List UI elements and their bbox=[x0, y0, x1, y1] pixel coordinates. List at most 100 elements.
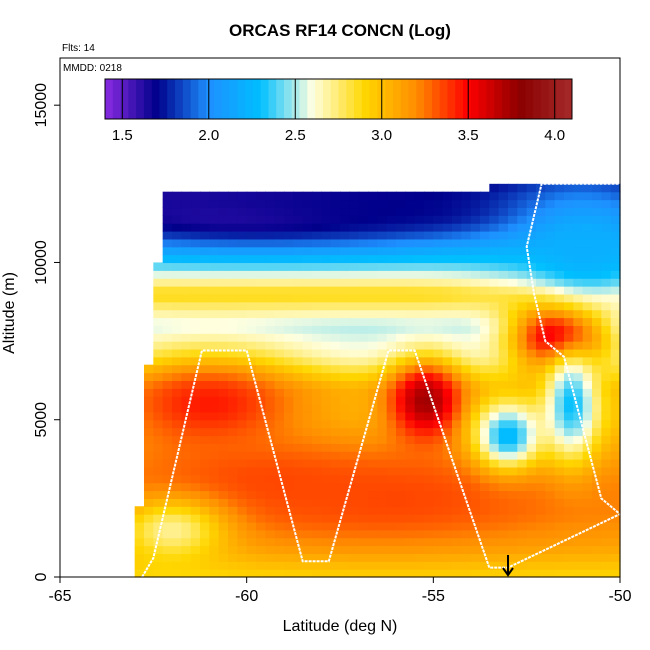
heatmap-cell bbox=[274, 372, 285, 382]
heatmap-cell bbox=[340, 529, 350, 539]
heatmap-cell bbox=[433, 215, 444, 224]
heatmap-cell bbox=[330, 254, 341, 264]
heatmap-cell bbox=[452, 545, 462, 555]
heatmap-cell bbox=[554, 238, 565, 248]
heatmap-cell bbox=[498, 466, 509, 476]
heatmap-cell bbox=[414, 482, 425, 492]
heatmap-cell bbox=[405, 301, 416, 311]
heatmap-cell bbox=[172, 490, 182, 499]
heatmap-cell bbox=[377, 443, 388, 452]
heatmap-cell bbox=[340, 309, 350, 319]
heatmap-cell bbox=[517, 325, 528, 334]
heatmap-cell bbox=[386, 231, 397, 240]
heatmap-cell bbox=[610, 238, 621, 248]
heatmap-cell bbox=[368, 262, 378, 271]
heatmap-cell bbox=[517, 427, 528, 437]
heatmap-cell bbox=[498, 514, 509, 523]
heatmap-cell bbox=[321, 443, 332, 452]
heatmap-cell bbox=[302, 537, 313, 547]
heatmap-cell bbox=[256, 506, 266, 515]
heatmap-cell bbox=[200, 498, 210, 507]
heatmap-cell bbox=[414, 341, 425, 350]
heatmap-cell bbox=[293, 459, 304, 468]
heatmap-cell bbox=[396, 301, 406, 311]
heatmap-cell bbox=[162, 419, 173, 429]
heatmap-cell bbox=[461, 561, 472, 570]
heatmap-cell bbox=[592, 215, 602, 224]
heatmap-cell bbox=[396, 411, 406, 421]
heatmap-cell bbox=[321, 466, 332, 476]
heatmap-cell bbox=[498, 561, 509, 570]
heatmap-cell bbox=[162, 411, 173, 421]
heatmap-cell bbox=[162, 309, 173, 319]
heatmap-cell bbox=[610, 317, 621, 326]
heatmap-cell bbox=[377, 356, 388, 366]
heatmap-cell bbox=[461, 246, 472, 256]
heatmap-cell bbox=[424, 553, 434, 562]
heatmap-cell bbox=[452, 529, 462, 539]
heatmap-cell bbox=[274, 459, 285, 468]
x-tick-label: -55 bbox=[422, 588, 445, 605]
heatmap-cell bbox=[517, 388, 528, 397]
heatmap-cell bbox=[368, 506, 378, 515]
heatmap-cell bbox=[190, 254, 201, 264]
heatmap-cell bbox=[480, 490, 490, 499]
heatmap-cell bbox=[358, 207, 369, 216]
heatmap-cell bbox=[284, 246, 294, 256]
heatmap-cell bbox=[144, 537, 154, 547]
heatmap-cell bbox=[386, 317, 397, 326]
y-tick-label: 5000 bbox=[33, 402, 50, 438]
heatmap-cell bbox=[218, 474, 229, 484]
heatmap-cell bbox=[153, 388, 164, 397]
heatmap-cell bbox=[228, 207, 238, 216]
heatmap-cell bbox=[582, 183, 593, 193]
heatmap-cell bbox=[405, 451, 416, 460]
heatmap-cell bbox=[181, 262, 192, 271]
heatmap-cell bbox=[396, 348, 406, 358]
x-tick-label: -60 bbox=[235, 588, 258, 605]
heatmap-cell bbox=[330, 569, 341, 578]
heatmap-cell bbox=[592, 380, 602, 389]
heatmap-cell bbox=[200, 545, 210, 555]
colorbar-tick-label: 1.5 bbox=[112, 127, 133, 144]
heatmap-cell bbox=[293, 223, 304, 232]
heatmap-cell bbox=[545, 411, 556, 421]
heatmap-cell bbox=[601, 419, 612, 429]
heatmap-cell bbox=[554, 380, 565, 389]
heatmap-cell bbox=[386, 474, 397, 484]
heatmap-cell bbox=[508, 317, 518, 326]
heatmap-cell bbox=[321, 451, 332, 460]
heatmap-cell bbox=[610, 529, 621, 539]
colorbar-segment bbox=[128, 79, 137, 119]
heatmap-cell bbox=[181, 254, 192, 264]
heatmap-cell bbox=[470, 380, 481, 389]
heatmap-cell bbox=[340, 521, 350, 531]
heatmap-cell bbox=[340, 411, 350, 421]
heatmap-cell bbox=[601, 270, 612, 279]
heatmap-cell bbox=[461, 466, 472, 476]
heatmap-cell bbox=[498, 333, 509, 342]
heatmap-cell bbox=[181, 435, 192, 444]
heatmap-cell bbox=[274, 553, 285, 562]
heatmap-cell bbox=[582, 529, 593, 539]
heatmap-cell bbox=[414, 254, 425, 264]
heatmap-cell bbox=[536, 238, 546, 248]
heatmap-cell bbox=[498, 183, 509, 193]
heatmap-cell bbox=[461, 443, 472, 452]
heatmap-cell bbox=[181, 380, 192, 389]
heatmap-cell bbox=[312, 262, 322, 271]
heatmap-cell bbox=[564, 341, 574, 350]
heatmap-cell bbox=[265, 317, 276, 326]
heatmap-cell bbox=[498, 529, 509, 539]
heatmap-cell bbox=[200, 506, 210, 515]
heatmap-cell bbox=[228, 427, 238, 437]
heatmap-cell bbox=[508, 569, 518, 578]
heatmap-cell bbox=[433, 545, 444, 555]
heatmap-cell bbox=[489, 411, 500, 421]
heatmap-cell bbox=[526, 341, 537, 350]
heatmap-cell bbox=[358, 529, 369, 539]
heatmap-cell bbox=[246, 238, 257, 248]
heatmap-cell bbox=[508, 529, 518, 539]
heatmap-cell bbox=[452, 498, 462, 507]
heatmap-cell bbox=[340, 419, 350, 429]
